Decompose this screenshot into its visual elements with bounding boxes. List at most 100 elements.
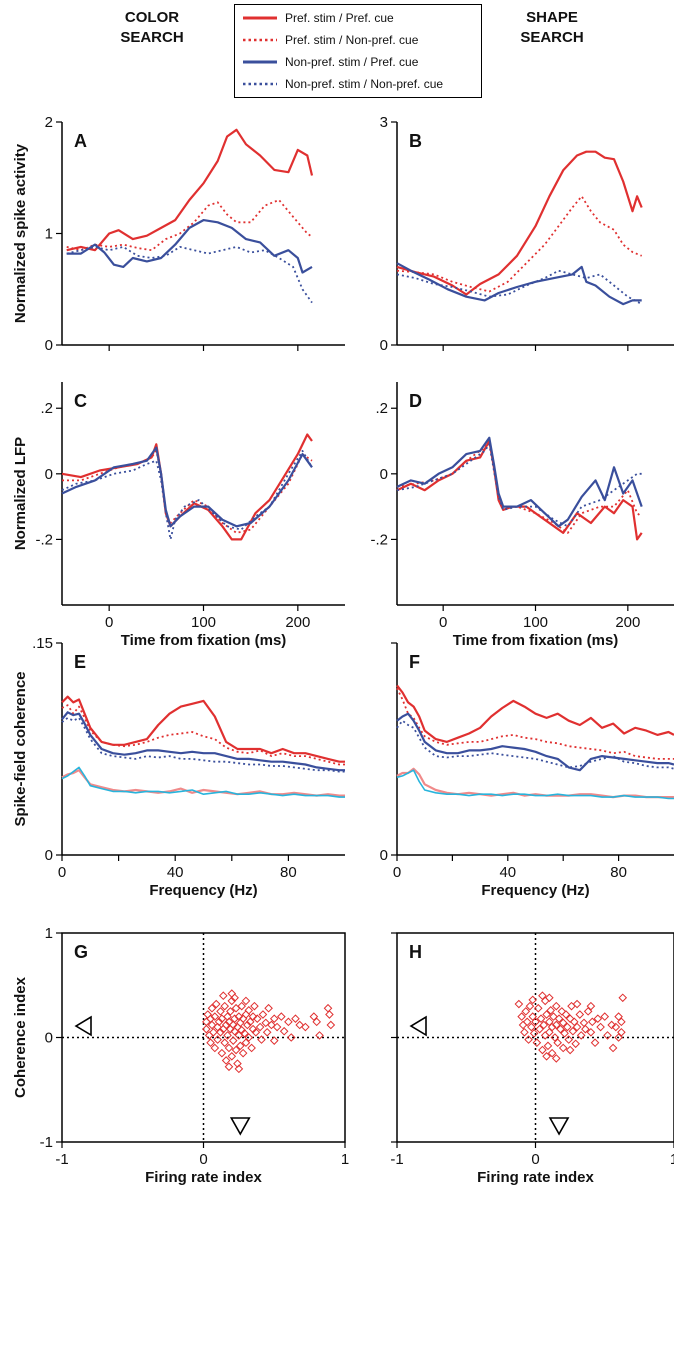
scatter-point (560, 1029, 569, 1038)
series-line-pref-nonpref (396, 440, 643, 534)
scatter-point (549, 1012, 558, 1021)
scatter-point (565, 1014, 575, 1023)
firing-rate-mean-marker (229, 1117, 251, 1136)
color-search-header-line1: COLOR (124, 9, 180, 26)
series-line-pref-pref (396, 150, 643, 296)
scatter-point (309, 1012, 319, 1021)
scatter-point (224, 1017, 234, 1027)
scatter-point (611, 1022, 621, 1032)
scatter-point (269, 1036, 279, 1045)
scatter-point (528, 1012, 538, 1021)
scatter-point (214, 1017, 224, 1027)
scatter-point (241, 1038, 251, 1048)
scatter-point (262, 1027, 272, 1037)
scatter-point (245, 1017, 255, 1027)
y-tick-label: 0 (45, 337, 53, 354)
scatter-point (551, 1001, 561, 1011)
scatter-point (269, 1014, 279, 1023)
y-tick-label: 0 (45, 466, 53, 483)
scatter-point (221, 1056, 231, 1065)
scatter-point (244, 1006, 254, 1015)
scatter-point (551, 1020, 561, 1030)
scatter-point (558, 1043, 568, 1053)
scatter-point (550, 1033, 560, 1042)
scatter-point (614, 1012, 623, 1021)
scatter-point (587, 1017, 597, 1027)
scatter-point (538, 1045, 547, 1055)
scatter-point (224, 1062, 234, 1072)
scatter-point (538, 991, 547, 1001)
x-tick-label: -1 (390, 1151, 403, 1168)
x-axis-label: Firing rate index (145, 1169, 262, 1186)
x-tick-label: 0 (531, 1151, 539, 1168)
scatter-point (220, 1038, 230, 1048)
series-line-nonpref-nonpref (61, 717, 345, 773)
y-tick-label: 0 (380, 847, 388, 864)
scatter-point (228, 1036, 238, 1045)
scatter-point (325, 1010, 334, 1019)
scatter-point (238, 1048, 248, 1058)
scatter-point (203, 1010, 213, 1019)
scatter-point (248, 1012, 258, 1021)
scatter-point (251, 1027, 261, 1037)
y-tick-label: 2 (45, 114, 53, 131)
y-tick-label: 1 (45, 226, 53, 243)
scatter-point (536, 1014, 546, 1023)
scatter-point (295, 1020, 305, 1030)
legend-swatch (243, 82, 277, 86)
scatter-point (221, 1020, 231, 1030)
scatter-point (565, 1045, 575, 1055)
scatter-point (241, 1010, 251, 1019)
scatter-point (583, 1007, 593, 1016)
scatter-point (261, 1018, 271, 1028)
scatter-point (553, 1038, 562, 1048)
scatter-point (524, 1035, 533, 1044)
scatter-point (593, 1014, 603, 1023)
scatter-point (237, 1001, 247, 1011)
scatter-point (210, 1012, 220, 1021)
x-tick-label: 40 (167, 864, 184, 881)
scatter-point (277, 1012, 286, 1021)
scatter-point (234, 1064, 244, 1074)
scatter-point (206, 1038, 215, 1048)
scatter-point (542, 1010, 551, 1019)
y-tick-label: 0 (45, 847, 53, 864)
series-line-pref-nonpref (66, 199, 313, 252)
scatter-point (286, 1033, 296, 1042)
y-tick-label: 1 (45, 925, 53, 942)
scatter-point (211, 999, 221, 1009)
scatter-point (532, 1038, 542, 1048)
scatter-point (220, 1001, 230, 1011)
scatter-point (267, 1020, 276, 1030)
scatter-point (545, 1027, 554, 1037)
scatter-point (569, 1017, 579, 1027)
legend-swatch (243, 38, 277, 42)
series-line-shuffle-cyan (396, 769, 674, 800)
scatter-point (561, 1010, 571, 1019)
scatter-point (230, 993, 239, 1003)
scatter-point (617, 1027, 626, 1037)
scatter-point (252, 1014, 262, 1023)
scatter-point (608, 1043, 618, 1053)
y-tick-label: -1 (40, 1134, 53, 1151)
scatter-point (517, 1012, 526, 1021)
y-tick-label: .2 (40, 400, 53, 417)
series-line-nonpref-pref (61, 446, 313, 528)
y-tick-label: .2 (375, 400, 388, 417)
y-tick-label: -.2 (370, 531, 388, 548)
panel-letter: E (74, 652, 86, 672)
scatter-point (586, 1027, 596, 1037)
scatter-point (572, 1022, 582, 1032)
x-axis-label: Firing rate index (477, 1169, 594, 1186)
scatter-point (216, 1027, 225, 1037)
scatter-point (250, 1001, 259, 1011)
color-search-header: COLOR SEARCH (82, 8, 222, 48)
panel-letter: D (409, 391, 422, 411)
x-tick-label: 200 (615, 614, 640, 631)
scatter-point (207, 1020, 217, 1030)
scatter-point (545, 1017, 554, 1027)
shape-search-header: SHAPE SEARCH (482, 8, 622, 48)
x-tick-label: 1 (341, 1151, 349, 1168)
scatter-point (527, 1022, 536, 1032)
scatter-point (231, 1045, 241, 1055)
